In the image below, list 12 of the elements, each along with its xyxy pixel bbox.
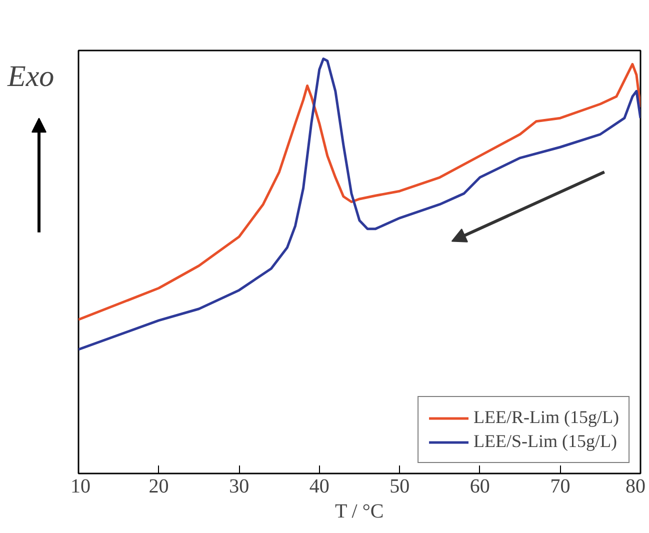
x-tick-label: 40 <box>309 476 330 498</box>
legend-label: LEE/R-Lim (15g/L) <box>474 407 619 428</box>
legend-label: LEE/S-Lim (15g/L) <box>474 431 618 452</box>
x-tick-label: 60 <box>470 476 490 498</box>
x-tick-label: 10 <box>70 476 90 498</box>
x-axis-title: T / °C <box>334 500 384 522</box>
x-tick-label: 30 <box>229 476 250 498</box>
x-tick-label: 70 <box>550 476 570 498</box>
x-tick-label: 80 <box>626 476 646 498</box>
x-tick-label: 50 <box>390 476 410 498</box>
x-tick-label: 20 <box>148 476 169 498</box>
text: Exo <box>6 60 54 93</box>
